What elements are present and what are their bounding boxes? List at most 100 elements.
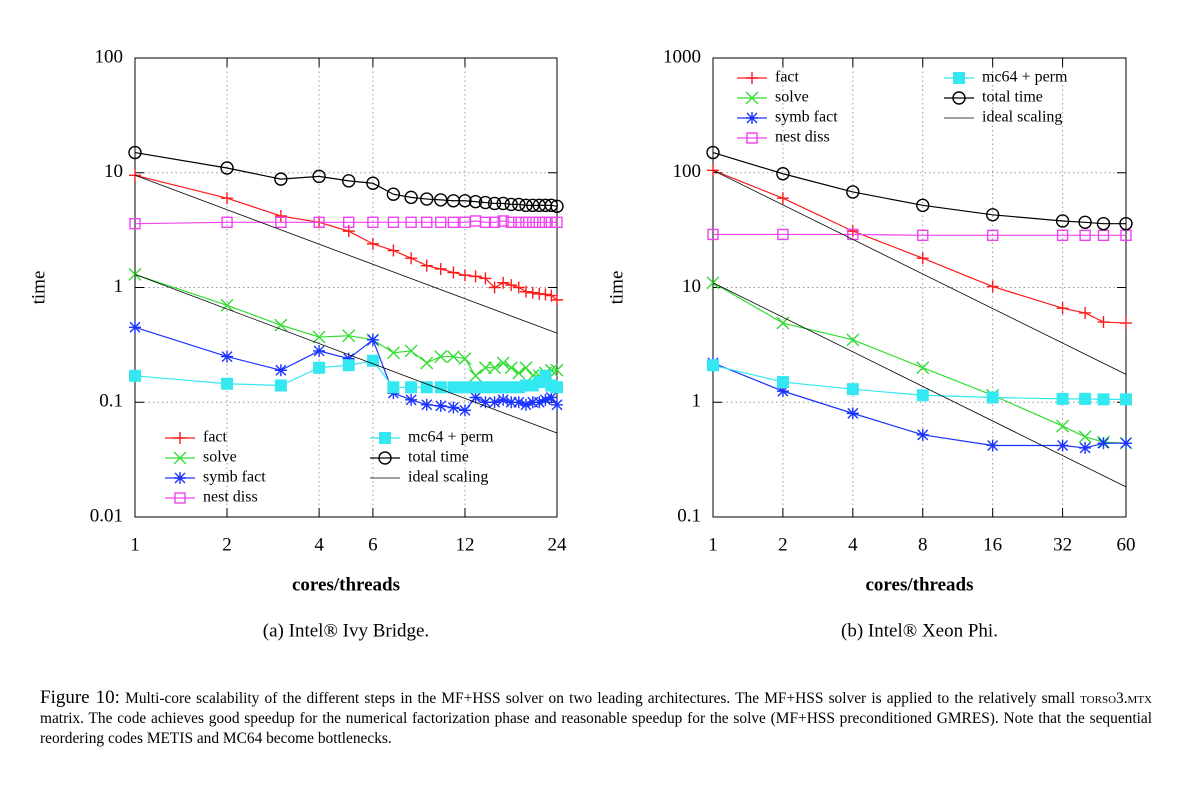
figure-caption: Figure 10: Multi-core scalability of the… [40,688,1152,749]
legend-label: ideal scaling [982,109,1062,126]
data-point [1097,437,1110,450]
data-point [519,198,533,213]
data-point [550,363,564,377]
data-point [551,293,563,306]
legend-swatch [174,432,186,444]
data-point [312,330,326,344]
data-point [478,195,493,210]
data-point [366,333,379,346]
data-point [846,407,859,420]
data-point [916,389,929,402]
data-point [550,199,564,214]
legend-swatch [379,432,391,444]
y-tick-label: 10 [682,276,701,297]
data-point [387,216,400,228]
data-point [551,398,563,411]
legend-swatch [952,91,966,105]
data-point [846,225,859,238]
x-tick-label: 8 [918,534,928,555]
data-point [342,359,355,372]
data-point [434,193,448,207]
series-line [134,151,558,207]
data-point [497,276,510,289]
y-tick-label: 0.1 [99,391,123,412]
data-point [447,381,460,394]
data-point [539,393,552,406]
y-tick-label: 100 [673,161,702,182]
data-point [313,361,326,374]
data-point [313,344,326,357]
data-point [1056,419,1070,433]
data-point [1055,214,1070,228]
data-point [488,361,502,375]
data-point [405,393,418,406]
legend-label: nest diss [775,129,830,146]
data-point [129,321,141,334]
data-point [539,369,552,382]
data-point [129,369,141,382]
data-point [496,196,510,211]
data-point [404,344,418,358]
data-point [533,216,545,228]
data-point [468,194,483,209]
data-point [221,192,234,205]
y-tick-label: 1 [114,276,124,297]
data-point [343,216,355,228]
legend-label: nest diss [203,489,258,506]
data-point [513,216,525,228]
data-point [435,216,447,228]
y-tick-label: 0.1 [677,505,701,526]
data-point [274,172,288,186]
data-point [512,197,526,212]
data-point [221,377,234,390]
data-point [458,352,472,366]
legend-label: symb fact [775,109,838,126]
data-point [916,428,929,441]
data-point [527,216,539,228]
data-point [504,197,518,212]
data-point [1078,430,1092,444]
legend-label: fact [775,69,800,86]
data-point [434,350,448,364]
data-point [274,318,288,332]
data-point [220,298,234,312]
data-point [505,381,518,394]
caption-text: torso3.mtx [1080,690,1153,707]
series-line [134,174,558,301]
data-point [366,237,379,250]
data-point [707,228,719,241]
data-point [776,385,789,398]
data-point [776,167,790,181]
data-point [1119,216,1133,231]
data-point [497,393,510,406]
data-point [434,399,447,412]
data-point [1120,393,1132,406]
data-point [367,216,379,228]
legend-swatch [378,451,392,465]
legend-swatch [173,451,187,465]
data-point [447,216,460,228]
data-point [479,396,492,409]
data-point [1056,392,1069,405]
x-tick-label: 1 [130,534,140,555]
data-point [479,381,492,394]
data-point [777,228,789,241]
data-point [1079,229,1091,242]
data-point [917,229,929,242]
x-tick-label: 24 [548,534,568,555]
data-point [488,396,501,409]
series-line [712,151,1126,225]
data-point [986,439,999,452]
y-tick-label: 1000 [663,46,701,67]
legend-swatch [746,72,758,84]
data-point [846,383,859,396]
data-point [420,356,434,370]
data-point [985,208,1000,222]
series-line [134,220,557,225]
data-point [469,381,482,394]
plot-frame [134,57,558,518]
data-point [342,174,356,188]
data-point [421,216,433,228]
data-point [274,379,287,392]
